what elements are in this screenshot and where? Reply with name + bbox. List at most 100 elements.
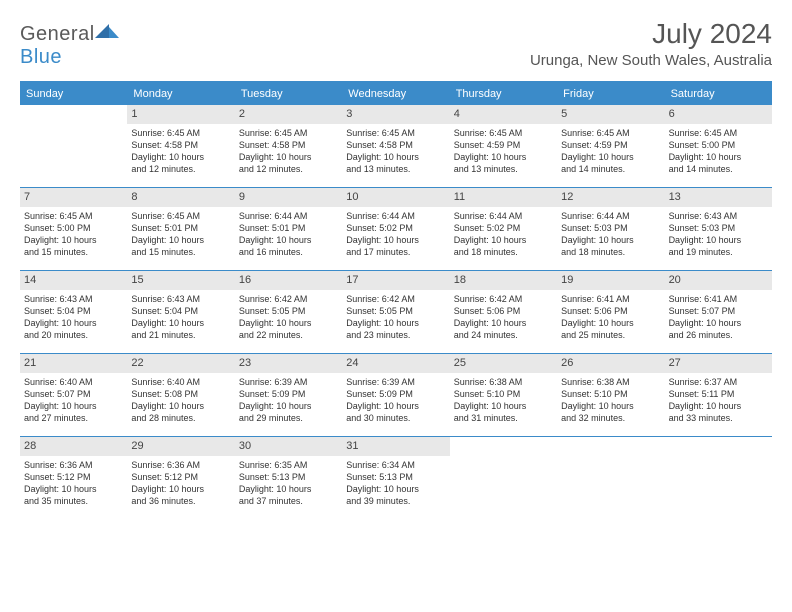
daylight-text: Daylight: 10 hours <box>669 234 768 246</box>
daylight-text: and 31 minutes. <box>454 412 553 424</box>
sunset-text: Sunset: 5:03 PM <box>669 222 768 234</box>
sunset-text: Sunset: 5:00 PM <box>669 139 768 151</box>
daylight-text: and 36 minutes. <box>131 495 230 507</box>
sunrise-text: Sunrise: 6:41 AM <box>669 293 768 305</box>
day-number: 22 <box>127 354 234 373</box>
day-number: 4 <box>450 105 557 124</box>
calendar-cell: 29Sunrise: 6:36 AMSunset: 5:12 PMDayligh… <box>127 436 234 519</box>
day-number <box>20 105 127 124</box>
daylight-text: Daylight: 10 hours <box>131 483 230 495</box>
daylight-text: Daylight: 10 hours <box>561 151 660 163</box>
day-number: 30 <box>235 437 342 456</box>
day-number: 5 <box>557 105 664 124</box>
day-number: 17 <box>342 271 449 290</box>
calendar-cell: 24Sunrise: 6:39 AMSunset: 5:09 PMDayligh… <box>342 353 449 436</box>
sunrise-text: Sunrise: 6:40 AM <box>24 376 123 388</box>
calendar-cell: 14Sunrise: 6:43 AMSunset: 5:04 PMDayligh… <box>20 270 127 353</box>
calendar-cell: 26Sunrise: 6:38 AMSunset: 5:10 PMDayligh… <box>557 353 664 436</box>
sunset-text: Sunset: 4:59 PM <box>561 139 660 151</box>
calendar-cell: 27Sunrise: 6:37 AMSunset: 5:11 PMDayligh… <box>665 353 772 436</box>
sunrise-text: Sunrise: 6:44 AM <box>561 210 660 222</box>
sunset-text: Sunset: 5:05 PM <box>346 305 445 317</box>
sunset-text: Sunset: 5:08 PM <box>131 388 230 400</box>
daylight-text: and 23 minutes. <box>346 329 445 341</box>
sunset-text: Sunset: 5:02 PM <box>346 222 445 234</box>
daylight-text: Daylight: 10 hours <box>346 317 445 329</box>
day-number: 13 <box>665 188 772 207</box>
day-number: 9 <box>235 188 342 207</box>
calendar-cell: 4Sunrise: 6:45 AMSunset: 4:59 PMDaylight… <box>450 104 557 187</box>
sunset-text: Sunset: 4:58 PM <box>239 139 338 151</box>
day-number: 20 <box>665 271 772 290</box>
day-number: 24 <box>342 354 449 373</box>
daylight-text: Daylight: 10 hours <box>454 317 553 329</box>
day-number: 29 <box>127 437 234 456</box>
daylight-text: and 15 minutes. <box>24 246 123 258</box>
daylight-text: and 20 minutes. <box>24 329 123 341</box>
daylight-text: and 21 minutes. <box>131 329 230 341</box>
calendar-cell: 25Sunrise: 6:38 AMSunset: 5:10 PMDayligh… <box>450 353 557 436</box>
calendar-cell: 31Sunrise: 6:34 AMSunset: 5:13 PMDayligh… <box>342 436 449 519</box>
day-number: 16 <box>235 271 342 290</box>
daylight-text: and 14 minutes. <box>669 163 768 175</box>
sunrise-text: Sunrise: 6:37 AM <box>669 376 768 388</box>
sunrise-text: Sunrise: 6:41 AM <box>561 293 660 305</box>
day-number: 31 <box>342 437 449 456</box>
dow-header: Wednesday <box>342 84 449 104</box>
daylight-text: and 22 minutes. <box>239 329 338 341</box>
daylight-text: Daylight: 10 hours <box>239 400 338 412</box>
day-number: 21 <box>20 354 127 373</box>
day-number: 19 <box>557 271 664 290</box>
sunset-text: Sunset: 5:12 PM <box>131 471 230 483</box>
day-number: 26 <box>557 354 664 373</box>
header: GeneralBlue July 2024 Urunga, New South … <box>20 18 772 69</box>
sunrise-text: Sunrise: 6:45 AM <box>346 127 445 139</box>
calendar-cell: 22Sunrise: 6:40 AMSunset: 5:08 PMDayligh… <box>127 353 234 436</box>
sunrise-text: Sunrise: 6:40 AM <box>131 376 230 388</box>
daylight-text: and 28 minutes. <box>131 412 230 424</box>
daylight-text: Daylight: 10 hours <box>239 234 338 246</box>
daylight-text: and 18 minutes. <box>561 246 660 258</box>
sunrise-text: Sunrise: 6:45 AM <box>669 127 768 139</box>
sunrise-text: Sunrise: 6:43 AM <box>131 293 230 305</box>
daylight-text: Daylight: 10 hours <box>561 234 660 246</box>
calendar-cell: 16Sunrise: 6:42 AMSunset: 5:05 PMDayligh… <box>235 270 342 353</box>
sunrise-text: Sunrise: 6:35 AM <box>239 459 338 471</box>
sunset-text: Sunset: 5:07 PM <box>669 305 768 317</box>
daylight-text: Daylight: 10 hours <box>346 400 445 412</box>
day-number: 15 <box>127 271 234 290</box>
daylight-text: Daylight: 10 hours <box>131 151 230 163</box>
sunset-text: Sunset: 5:01 PM <box>239 222 338 234</box>
day-number: 1 <box>127 105 234 124</box>
sunset-text: Sunset: 5:03 PM <box>561 222 660 234</box>
daylight-text: and 13 minutes. <box>346 163 445 175</box>
sunrise-text: Sunrise: 6:39 AM <box>346 376 445 388</box>
daylight-text: and 13 minutes. <box>454 163 553 175</box>
sunrise-text: Sunrise: 6:45 AM <box>454 127 553 139</box>
daylight-text: and 32 minutes. <box>561 412 660 424</box>
daylight-text: and 29 minutes. <box>239 412 338 424</box>
dow-header: Thursday <box>450 84 557 104</box>
logo-word-blue: Blue <box>20 46 62 68</box>
sunset-text: Sunset: 5:09 PM <box>239 388 338 400</box>
dow-header: Saturday <box>665 84 772 104</box>
daylight-text: Daylight: 10 hours <box>669 151 768 163</box>
calendar-cell: 19Sunrise: 6:41 AMSunset: 5:06 PMDayligh… <box>557 270 664 353</box>
logo-word-general: General <box>20 23 95 45</box>
daylight-text: and 18 minutes. <box>454 246 553 258</box>
day-number: 14 <box>20 271 127 290</box>
day-number: 23 <box>235 354 342 373</box>
sunrise-text: Sunrise: 6:45 AM <box>131 127 230 139</box>
daylight-text: Daylight: 10 hours <box>561 317 660 329</box>
sunrise-text: Sunrise: 6:43 AM <box>669 210 768 222</box>
calendar-cell: 23Sunrise: 6:39 AMSunset: 5:09 PMDayligh… <box>235 353 342 436</box>
calendar-cell: 5Sunrise: 6:45 AMSunset: 4:59 PMDaylight… <box>557 104 664 187</box>
calendar-grid: SundayMondayTuesdayWednesdayThursdayFrid… <box>20 81 772 519</box>
daylight-text: Daylight: 10 hours <box>454 400 553 412</box>
daylight-text: Daylight: 10 hours <box>454 234 553 246</box>
sunrise-text: Sunrise: 6:45 AM <box>239 127 338 139</box>
daylight-text: and 25 minutes. <box>561 329 660 341</box>
dow-header: Sunday <box>20 84 127 104</box>
sunset-text: Sunset: 5:04 PM <box>131 305 230 317</box>
daylight-text: Daylight: 10 hours <box>346 483 445 495</box>
